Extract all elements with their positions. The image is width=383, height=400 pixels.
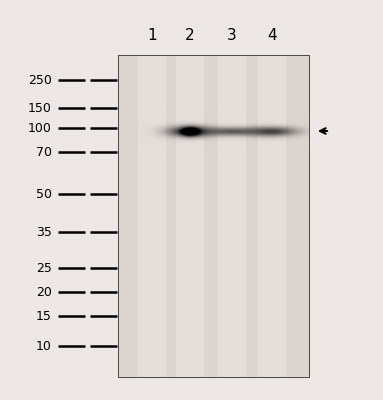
Text: 2: 2 (185, 28, 195, 42)
Text: 100: 100 (28, 122, 52, 134)
Text: 20: 20 (36, 286, 52, 298)
Text: 4: 4 (267, 28, 277, 42)
Text: 10: 10 (36, 340, 52, 352)
Text: 50: 50 (36, 188, 52, 200)
Text: 25: 25 (36, 262, 52, 274)
Text: 150: 150 (28, 102, 52, 114)
Text: 250: 250 (28, 74, 52, 86)
Text: 15: 15 (36, 310, 52, 322)
Text: 3: 3 (227, 28, 237, 42)
Text: 35: 35 (36, 226, 52, 238)
Text: 70: 70 (36, 146, 52, 158)
Text: 1: 1 (147, 28, 157, 42)
